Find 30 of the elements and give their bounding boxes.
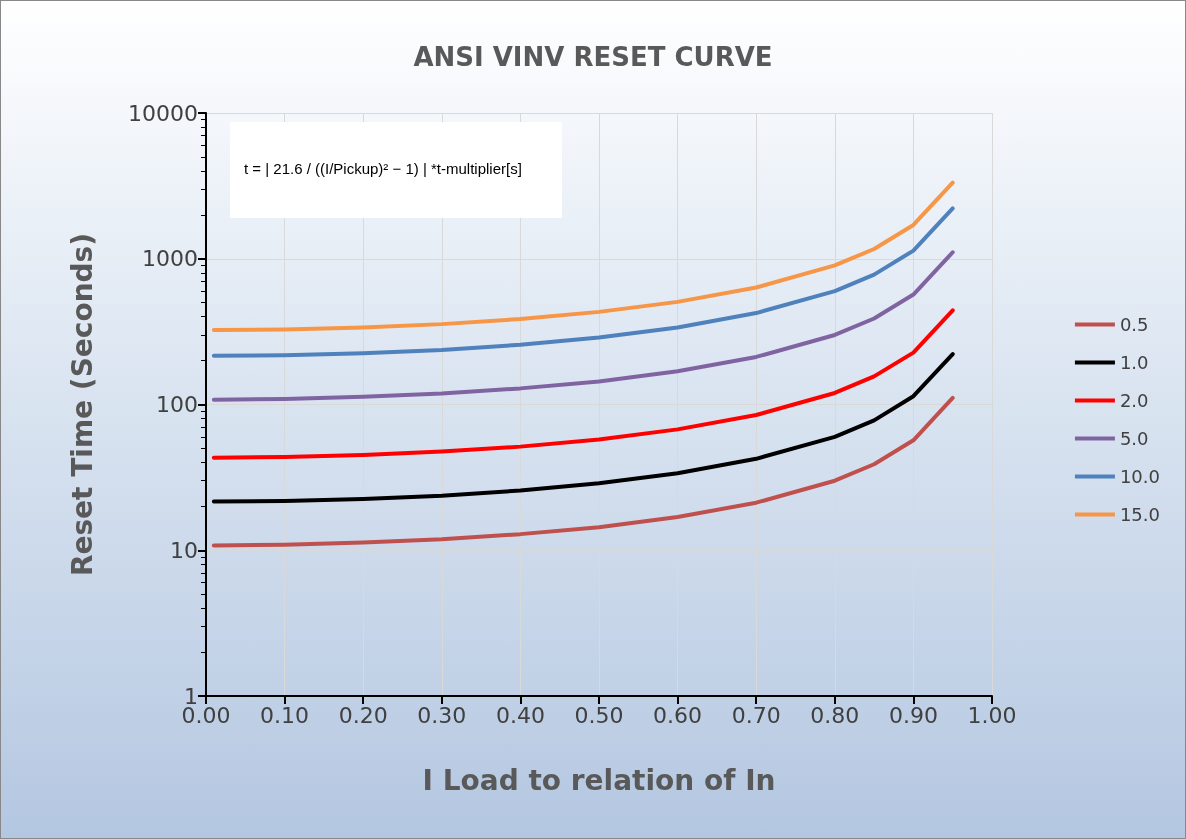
x-tick-label: 0.80 [810, 702, 860, 728]
legend-label: 1.0 [1119, 352, 1149, 373]
legend-label: 2.0 [1119, 390, 1149, 411]
line-series [211, 180, 955, 333]
x-tick-label: 0.40 [495, 702, 545, 728]
y-tick-label: 1000 [142, 246, 198, 272]
y-tick-label: 10000 [128, 100, 198, 126]
x-tick-label: 0.10 [260, 702, 310, 728]
legend-label: 15.0 [1119, 504, 1160, 525]
y-tick-label: 100 [156, 392, 198, 417]
legend-label: 5.0 [1119, 428, 1149, 449]
annotation: t = | 21.6 / ((I/Pickup)² − 1) | *t-multiplier[s] [244, 160, 522, 177]
y-axis-title: Reset Time (Seconds) [65, 232, 99, 577]
x-tick-label: 0.30 [417, 702, 467, 728]
x-axis-title: I Load to relation of In [422, 763, 776, 797]
x-tick-label: 0.70 [731, 702, 781, 728]
legend-label: 0.5 [1119, 314, 1149, 335]
line-series [211, 352, 955, 504]
line-series [211, 395, 955, 548]
chart-title: ANSI VINV RESET CURVE [413, 42, 773, 72]
x-tick-label: 0.20 [338, 702, 388, 728]
x-tick-label: 0.50 [574, 702, 624, 728]
x-tick-label: 0.90 [888, 702, 938, 728]
y-tick-label: 10 [170, 537, 198, 563]
legend-label: 10.0 [1119, 466, 1160, 487]
line-series [211, 250, 955, 402]
line-series [211, 206, 955, 358]
x-tick-label: 0.60 [653, 702, 703, 728]
x-tick-label: 1.00 [967, 702, 1017, 728]
line-series [211, 308, 955, 460]
